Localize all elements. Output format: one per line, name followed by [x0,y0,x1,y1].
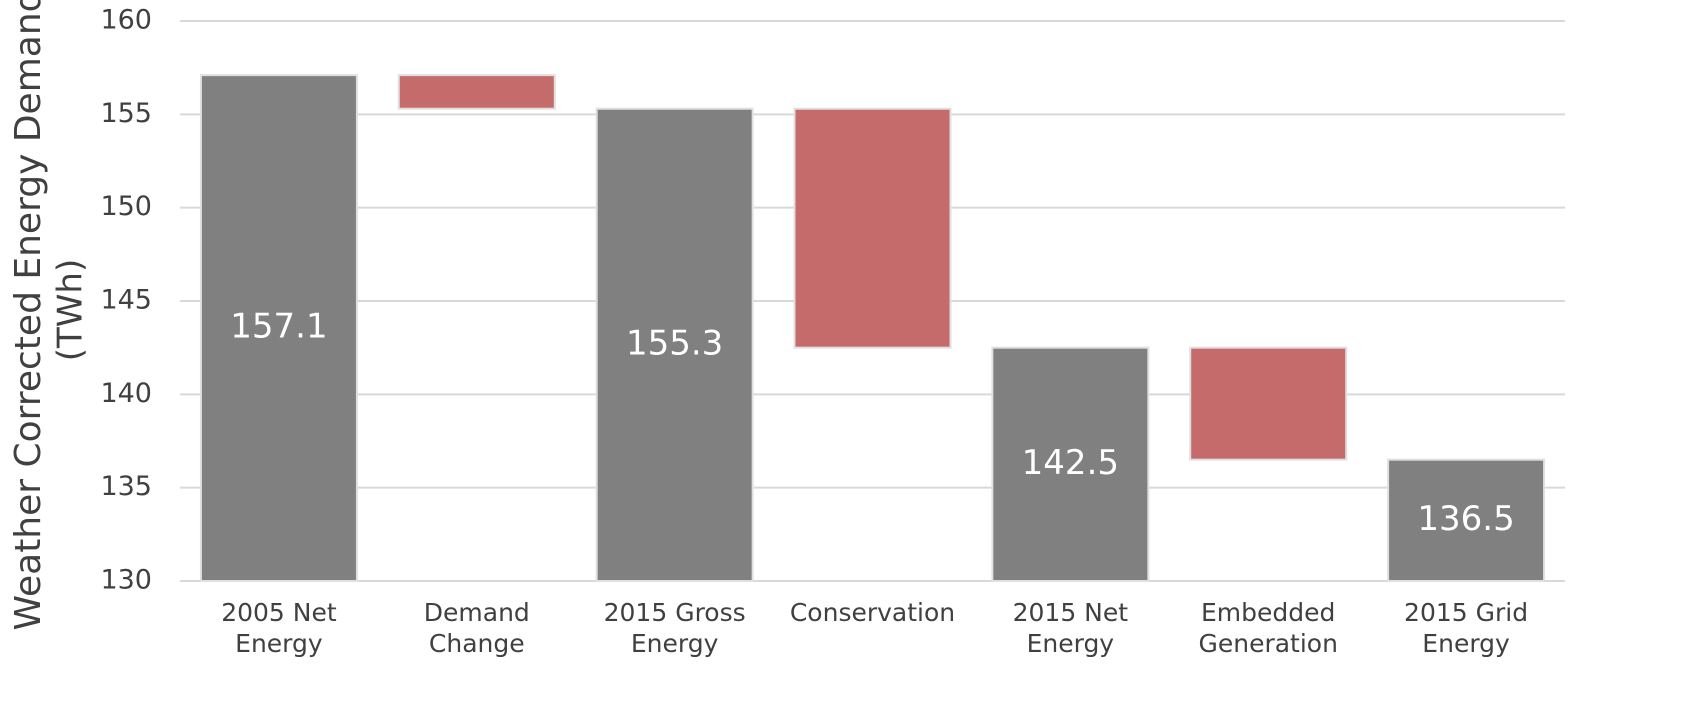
bar [1387,458,1546,582]
y-axis-title: (TWh) [51,259,91,361]
y-tick-label: 140 [100,378,152,409]
x-tick-label: 2015 Grid [1404,598,1528,627]
y-tick-label: 155 [100,98,152,129]
data-label: 157.1 [230,307,327,347]
y-tick-label: 135 [100,471,152,502]
x-tick-label: 2015 Net [1013,598,1129,627]
bar [199,74,358,582]
data-label: 155.3 [626,323,723,363]
x-tick-label: Generation [1198,629,1337,658]
bar [991,346,1150,582]
bar [397,74,556,110]
x-tick-label: Energy [235,629,323,658]
x-tick-label: Energy [1027,629,1115,658]
x-tick-label: Change [429,629,525,658]
bar [595,107,754,582]
x-tick-label: Conservation [790,598,955,627]
bar [1189,346,1348,461]
y-tick-label: 150 [100,191,152,222]
x-tick-label: Energy [631,629,719,658]
data-label: 142.5 [1022,443,1119,483]
x-tick-label: Energy [1422,629,1510,658]
y-tick-label: 160 [100,5,152,36]
x-tick-label: Demand [424,598,530,627]
x-tick-label: 2015 Gross [604,598,746,627]
bar [793,107,952,349]
data-label: 136.5 [1417,499,1514,539]
y-tick-label: 130 [100,565,152,596]
y-axis-title: Weather Corrected Energy Demand [8,0,49,631]
x-tick-label: Embedded [1201,598,1335,627]
x-tick-label: 2005 Net [221,598,337,627]
y-tick-label: 145 [100,285,152,316]
